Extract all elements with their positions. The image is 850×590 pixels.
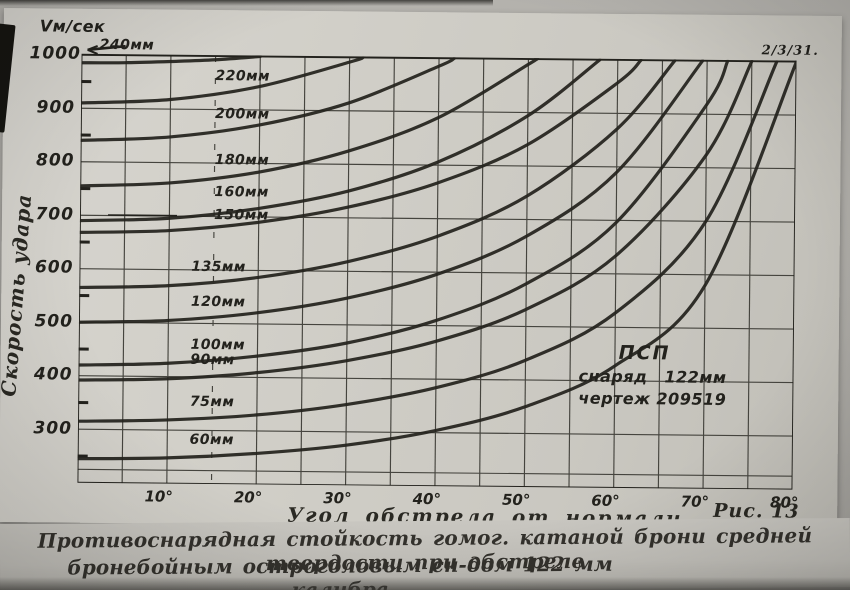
photo-top-edge: [0, 0, 493, 6]
annotation-drawing-row: чертеж 209519: [578, 389, 726, 409]
label-arrow-240: [87, 44, 126, 52]
annotation-projectile-label: снаряд: [578, 366, 648, 387]
annotation-drawing-value: 209519: [656, 389, 727, 409]
grid-hline-600: [79, 268, 795, 277]
curve-160mm: [78, 58, 602, 223]
y-tick-800: 800: [35, 150, 75, 171]
curve-label-100mm: 100мм: [190, 336, 246, 353]
curve-label-75mm: 75мм: [189, 393, 235, 411]
chart-sheet: 2/3/31. Vм/сек Скорость удара 1000 900 800…: [0, 8, 842, 531]
curve-135mm: [77, 58, 677, 290]
annotation-drawing-label: чертеж: [578, 388, 651, 409]
curve-label-220mm: 220мм: [215, 67, 271, 85]
label-arrowhead-240a: [87, 44, 99, 51]
y-tick-700: 700: [35, 203, 75, 225]
annotation-title: ПСП: [618, 341, 671, 365]
curve-75mm: [77, 59, 779, 423]
y-tick-900: 900: [36, 96, 76, 118]
curve-180mm: [78, 56, 540, 188]
curve-label-90mm: 90мм: [190, 352, 235, 369]
grid-hline-900: [81, 107, 797, 116]
annotation-projectile-value: 122мм: [664, 367, 727, 387]
grid-hline-800: [80, 161, 796, 170]
curve-label-240mm: 240мм: [99, 36, 155, 54]
bottom-tick-strip-line: [77, 468, 793, 477]
caption-line-2: бронебойным остроголовым сн-дом 122 мм к…: [67, 551, 613, 590]
x-tick-20deg: 20°: [233, 488, 263, 507]
label-leader-150: [108, 214, 178, 217]
y-tick-500: 500: [34, 310, 74, 332]
y-tick-400: 400: [33, 364, 73, 385]
caption-sheet: Противоснарядная стойкость гомог. катано…: [0, 518, 850, 590]
curve-60mm: [77, 60, 797, 461]
curve-120mm: [77, 59, 705, 324]
y-tick-1000: 1000: [29, 43, 81, 64]
label-arrowhead-240b: [87, 48, 98, 55]
projectile-annotation: ПСП снаряд 122мм чертеж 209519: [578, 342, 727, 409]
curve-label-150mm: 150мм: [214, 207, 269, 224]
curve-150mm: [78, 58, 643, 234]
curve-200mm: [79, 56, 456, 142]
curve-100mm: [77, 59, 730, 367]
y-tick-600: 600: [34, 257, 74, 278]
curve-240mm: [79, 54, 262, 65]
curve-label-180mm: 180мм: [214, 152, 270, 169]
grid-vline-15deg: [210, 56, 217, 485]
curve-label-200mm: 200мм: [214, 105, 270, 123]
curve-label-160mm: 160мм: [214, 184, 270, 201]
curve-label-60mm: 60мм: [189, 431, 235, 449]
plot-border: [77, 53, 797, 490]
curve-220mm: [79, 55, 365, 105]
chart-plot-area: [77, 44, 797, 490]
grid-hline-300: [77, 428, 793, 437]
curve-label-135mm: 135мм: [191, 258, 246, 276]
x-tick-10deg: 10°: [144, 487, 173, 506]
y-tick-300: 300: [33, 417, 73, 439]
curve-90mm: [77, 59, 754, 382]
curve-label-120mm: 120мм: [190, 293, 246, 311]
annotation-projectile-row: снаряд 122мм: [578, 367, 726, 387]
grid-hline-500: [78, 321, 794, 330]
